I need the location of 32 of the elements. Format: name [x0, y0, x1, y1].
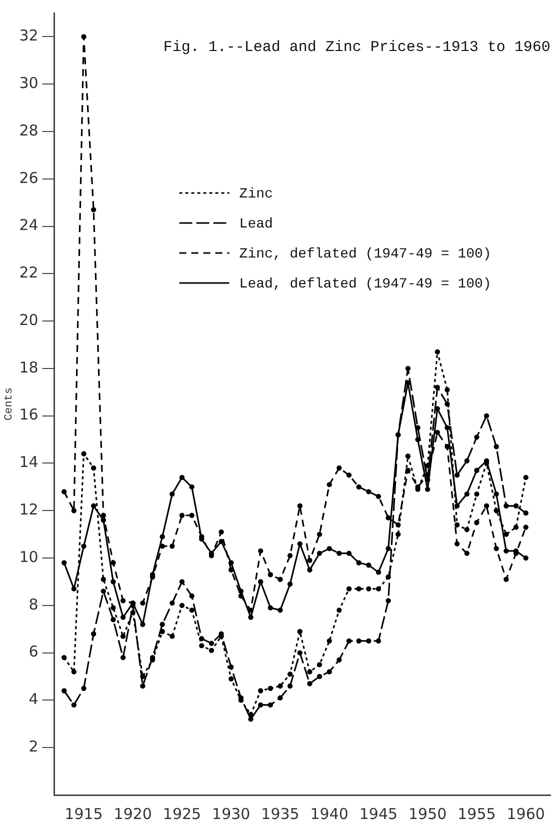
y-tick-label: 16	[19, 406, 38, 424]
y-tick-label: 24	[19, 216, 38, 234]
x-tick-label: 1940	[310, 804, 348, 823]
y-tick-label: 28	[19, 121, 38, 140]
x-tick-label: 1935	[261, 804, 300, 823]
x-tick-label: 1930	[212, 804, 250, 823]
y-tick-label: 2	[28, 737, 38, 756]
x-tick-label: 1955	[458, 804, 496, 823]
x-tick-label: 1915	[64, 804, 103, 823]
legend-label: Zinc, deflated (1947-49 = 100)	[239, 246, 492, 263]
y-tick-label: 20	[19, 310, 38, 329]
legend-label: Lead	[239, 216, 273, 233]
x-tick-label: 1945	[359, 804, 398, 823]
y-tick-label: 8	[28, 595, 38, 614]
text: Fig. 1.--Lead and Zinc Prices--1913 to 1960	[163, 38, 550, 56]
x-tick-label: 1925	[162, 804, 202, 823]
y-tick-label: 12	[19, 500, 38, 519]
y-tick-label: 30	[19, 74, 38, 92]
y-tick-label: 26	[19, 168, 38, 187]
x-tick-label: 1920	[114, 804, 152, 823]
y-tick-label: 32	[19, 26, 38, 45]
x-tick-label: 1950	[408, 804, 447, 823]
y-tick-label: 10	[19, 548, 38, 566]
legend-label: Lead, deflated (1947-49 = 100)	[239, 276, 492, 293]
legend-label: Zinc	[239, 186, 273, 203]
y-tick-label: 4	[28, 690, 38, 708]
y-tick-label: 14	[19, 453, 38, 472]
y-axis-title: Cents	[4, 387, 16, 421]
y-tick-label: 18	[19, 358, 38, 376]
y-tick-label: 6	[28, 642, 38, 661]
y-tick-label: 22	[19, 264, 38, 282]
x-tick-label: 1960	[506, 804, 545, 823]
